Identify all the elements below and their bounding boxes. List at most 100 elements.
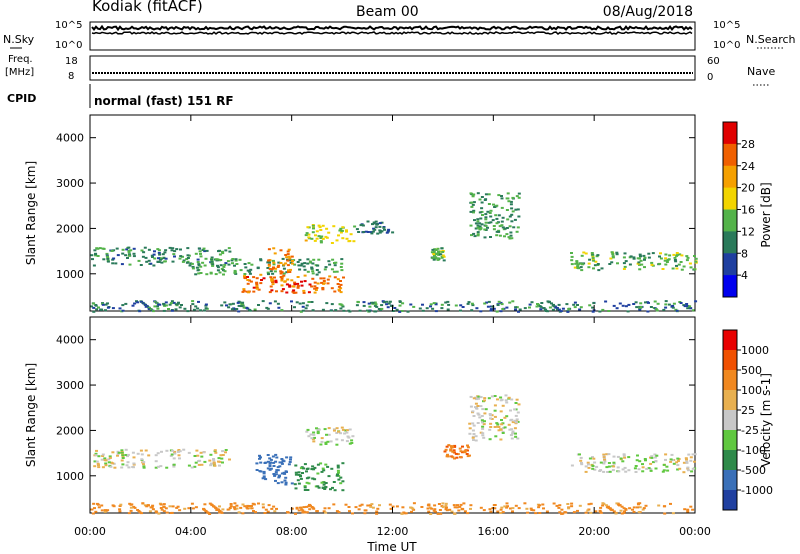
power-echo-cell (285, 291, 289, 294)
velocity-echo-cell (121, 463, 125, 466)
velocity-echo-cell (270, 507, 274, 510)
power-echo-cell (398, 304, 402, 307)
power-echo-cell (501, 308, 505, 310)
velocity-echo-cell (482, 436, 486, 439)
power-echo-cell (379, 309, 383, 311)
power-echo-cell (366, 220, 370, 223)
velocity-echo-cell (480, 415, 484, 417)
velocity-echo-cell (312, 431, 316, 434)
power-echo-cell (204, 303, 208, 306)
power-echo-cell (272, 261, 276, 264)
power-echo-cell (158, 257, 162, 260)
velocity-echo-cell (255, 469, 259, 471)
velocity-echo-cell (327, 433, 331, 436)
colorbar-tick-label: 100 (741, 384, 762, 397)
velocity-echo-cell (286, 511, 289, 514)
power-echo-cell (179, 255, 183, 258)
power-echo-cell (435, 252, 439, 255)
velocity-echo-cell (496, 398, 499, 401)
power-echo-cell (202, 247, 206, 250)
velocity-echo-cell (316, 432, 320, 435)
velocity-echo-cell (218, 505, 221, 508)
power-echo-cell (289, 259, 292, 262)
power-echo-cell (269, 270, 273, 273)
velocity-echo-cell (437, 503, 441, 505)
power-echo-cell (308, 260, 312, 263)
power-echo-cell (664, 263, 668, 266)
power-echo-cell (672, 302, 676, 305)
velocity-echo-cell (664, 453, 668, 456)
power-echo-cell (285, 256, 289, 259)
power-echo-cell (310, 285, 314, 288)
velocity-echo-cell (483, 397, 487, 400)
power-echo-cell (106, 260, 110, 263)
velocity-echo-cell (489, 510, 493, 513)
velocity-echo-cell (92, 502, 96, 505)
velocity-echo-cell (241, 503, 245, 506)
power-echo-cell (689, 266, 693, 269)
power-echo-cell (579, 266, 583, 269)
velocity-echo-cell (348, 510, 351, 513)
velocity-echo-cell (624, 508, 628, 511)
power-echo-cell (194, 252, 198, 255)
power-echo-cell (214, 258, 218, 261)
velocity-echo-cell (208, 459, 212, 462)
power-echo-cell (661, 268, 665, 270)
power-echo-cell (636, 257, 640, 260)
power-echo-cell (431, 248, 435, 251)
velocity-echo-cell (268, 465, 272, 467)
velocity-echo-cell (633, 467, 637, 470)
velocity-echo-cell (171, 449, 175, 452)
velocity-echo-cell (132, 462, 136, 465)
power-echo-cell (338, 229, 342, 232)
velocity-echo-cell (289, 456, 293, 459)
velocity-echo-cell (210, 504, 214, 507)
power-echo-cell (176, 302, 180, 305)
velocity-echo-cell (604, 504, 608, 507)
power-echo-cell (601, 308, 605, 311)
velocity-echo-cell (97, 466, 101, 469)
velocity-echo-cell (303, 486, 307, 489)
power-echo-cell (302, 291, 306, 294)
velocity-echo-cell (453, 506, 457, 509)
power-echo-cell (679, 261, 683, 263)
power-echo-cell (223, 270, 227, 273)
power-echo-cell (638, 268, 642, 271)
velocity-echo-cell (187, 451, 191, 454)
power-echo-cell (171, 260, 175, 263)
power-echo-cell (291, 290, 295, 293)
velocity-echo-cell (560, 512, 564, 515)
power-echo-cell (514, 308, 517, 311)
velocity-echo-cell (171, 505, 175, 508)
power-echo-cell (141, 255, 145, 258)
velocity-echo-cell (637, 511, 641, 514)
velocity-echo-cell (190, 466, 194, 469)
power-echo-cell (153, 305, 157, 308)
velocity-echo-cell (297, 509, 301, 512)
power-echo-cell (511, 210, 515, 213)
power-echo-cell (342, 276, 345, 279)
power-echo-cell (355, 304, 359, 307)
power-echo-cell (364, 230, 368, 233)
power-echo-cell (576, 267, 580, 269)
power-echo-cell (598, 310, 602, 313)
power-echo-cell (311, 262, 315, 265)
power-echo-cell (539, 308, 543, 311)
velocity-echo-cell (511, 430, 515, 433)
power-echo-cell (311, 309, 315, 312)
velocity-echo-cell (516, 411, 520, 414)
colorbar-tick-label: 12 (741, 225, 755, 238)
velocity-echo-cell (308, 508, 312, 511)
power-echo-cell (497, 300, 501, 303)
velocity-echo-cell (511, 507, 515, 510)
velocity-echo-cell (131, 451, 135, 454)
nave-label: Nave (747, 65, 775, 78)
colorbar-swatch (723, 370, 737, 391)
power-echo-cell (268, 267, 272, 270)
velocity-echo-cell (124, 448, 128, 451)
velocity-echo-cell (313, 466, 317, 469)
velocity-echo-cell (130, 503, 134, 506)
power-echo-cell (95, 308, 99, 311)
velocity-echo-cell (654, 467, 658, 470)
velocity-echo-cell (295, 507, 299, 510)
